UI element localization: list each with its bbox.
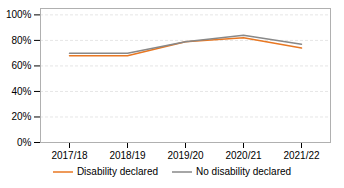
svg-text:20%: 20% bbox=[11, 111, 31, 122]
svg-text:2018/19: 2018/19 bbox=[109, 150, 146, 161]
svg-text:80%: 80% bbox=[11, 35, 31, 46]
svg-text:2020/21: 2020/21 bbox=[225, 150, 262, 161]
svg-text:2019/20: 2019/20 bbox=[167, 150, 204, 161]
svg-text:100%: 100% bbox=[6, 9, 32, 20]
svg-text:40%: 40% bbox=[11, 86, 31, 97]
html-text:No disability declared: No disability declared bbox=[196, 166, 292, 177]
svg-text:2017/18: 2017/18 bbox=[51, 150, 88, 161]
svg-text:0%: 0% bbox=[17, 137, 32, 148]
html-text:Disability declared: Disability declared bbox=[76, 166, 158, 177]
svg-text:2021/22: 2021/22 bbox=[283, 150, 320, 161]
svg-text:60%: 60% bbox=[11, 60, 31, 71]
